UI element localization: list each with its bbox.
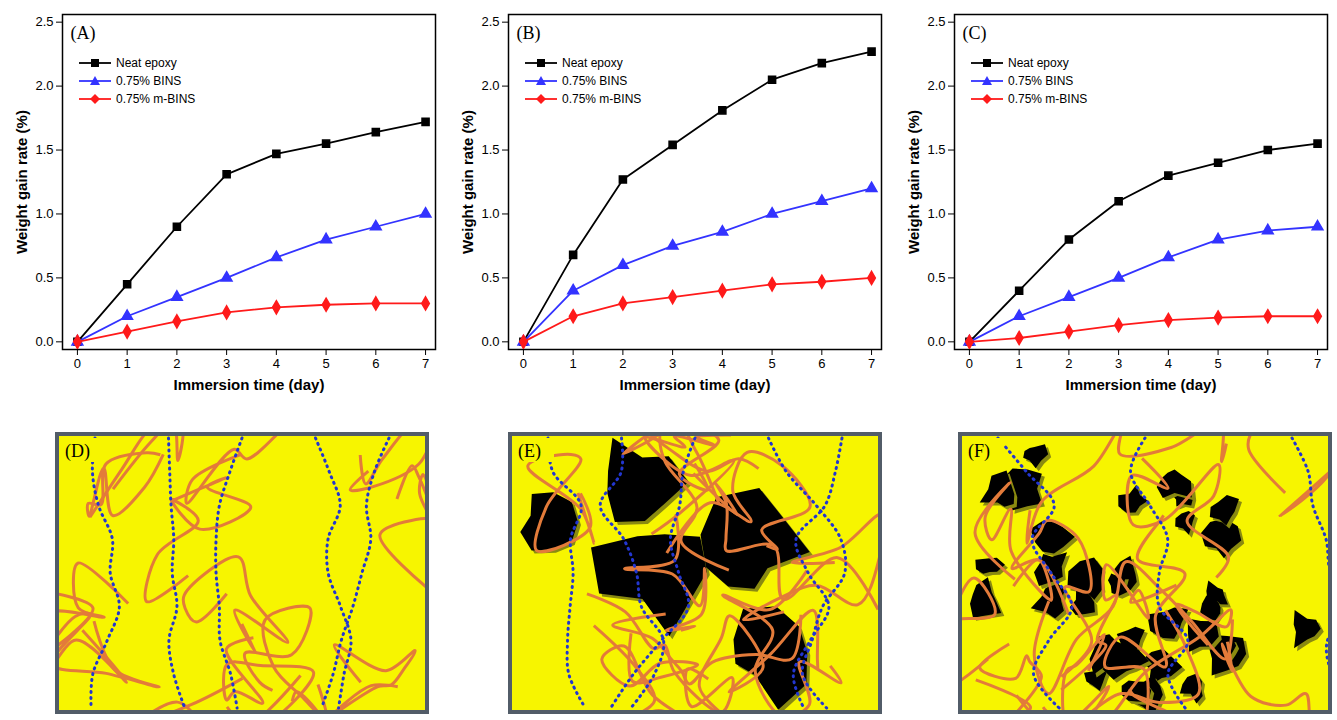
- svg-text:0.5: 0.5: [481, 270, 499, 285]
- svg-text:0: 0: [520, 356, 527, 371]
- svg-text:1: 1: [570, 356, 577, 371]
- html-text:Neat epoxy: Neat epoxy: [562, 56, 623, 70]
- svg-text:0.5: 0.5: [927, 270, 945, 285]
- html-text:0.75% m-BINS: 0.75% m-BINS: [562, 92, 642, 106]
- svg-text:0: 0: [966, 356, 973, 371]
- svg-text:1: 1: [124, 356, 131, 371]
- html-text:0.75% BINS: 0.75% BINS: [1008, 74, 1074, 88]
- svg-text:2: 2: [619, 356, 626, 371]
- svg-text:6: 6: [818, 356, 825, 371]
- svg-text:1.5: 1.5: [35, 142, 53, 157]
- svg-text:0.5: 0.5: [35, 270, 53, 285]
- svg-text:Weight gain rate (%): Weight gain rate (%): [13, 110, 30, 254]
- svg-text:1: 1: [1016, 356, 1023, 371]
- svg-text:2.5: 2.5: [481, 14, 499, 29]
- html-text:Neat epoxy: Neat epoxy: [1008, 56, 1069, 70]
- svg-text:(E): (E): [518, 441, 541, 462]
- svg-text:Immersion time (day): Immersion time (day): [620, 376, 771, 393]
- svg-text:Immersion time (day): Immersion time (day): [174, 376, 325, 393]
- svg-text:0.0: 0.0: [927, 334, 945, 349]
- svg-text:2.0: 2.0: [481, 78, 499, 93]
- svg-text:Weight gain rate (%): Weight gain rate (%): [905, 110, 922, 254]
- svg-text:3: 3: [669, 356, 676, 371]
- html-text:0.75% m-BINS: 0.75% m-BINS: [1008, 92, 1088, 106]
- svg-text:0.0: 0.0: [35, 334, 53, 349]
- html-text:Neat epoxy: Neat epoxy: [116, 56, 177, 70]
- svg-text:(B): (B): [517, 23, 541, 44]
- svg-text:2.5: 2.5: [927, 14, 945, 29]
- svg-text:0: 0: [74, 356, 81, 371]
- svg-text:2.0: 2.0: [927, 78, 945, 93]
- svg-text:5: 5: [1214, 356, 1221, 371]
- svg-text:(D): (D): [65, 441, 90, 462]
- svg-text:6: 6: [372, 356, 379, 371]
- svg-text:1.5: 1.5: [927, 142, 945, 157]
- svg-text:6: 6: [1264, 356, 1271, 371]
- svg-text:4: 4: [719, 356, 726, 371]
- svg-text:0.0: 0.0: [481, 334, 499, 349]
- svg-text:(F): (F): [968, 441, 990, 462]
- svg-text:1.5: 1.5: [481, 142, 499, 157]
- svg-text:3: 3: [1115, 356, 1122, 371]
- svg-text:(A): (A): [71, 23, 96, 44]
- svg-text:7: 7: [1314, 356, 1321, 371]
- svg-text:3: 3: [223, 356, 230, 371]
- svg-text:2.0: 2.0: [35, 78, 53, 93]
- svg-text:2: 2: [1065, 356, 1072, 371]
- svg-text:2.5: 2.5: [35, 14, 53, 29]
- svg-text:Immersion time (day): Immersion time (day): [1066, 376, 1217, 393]
- html-text:0.75% BINS: 0.75% BINS: [116, 74, 182, 88]
- svg-text:7: 7: [868, 356, 875, 371]
- svg-text:4: 4: [1165, 356, 1172, 371]
- svg-text:1.0: 1.0: [35, 206, 53, 221]
- html-text:0.75% BINS: 0.75% BINS: [562, 74, 628, 88]
- svg-text:Weight gain rate (%): Weight gain rate (%): [459, 110, 476, 254]
- svg-text:1.0: 1.0: [481, 206, 499, 221]
- svg-text:4: 4: [273, 356, 280, 371]
- svg-text:5: 5: [768, 356, 775, 371]
- svg-text:1.0: 1.0: [927, 206, 945, 221]
- svg-text:2: 2: [173, 356, 180, 371]
- svg-text:5: 5: [322, 356, 329, 371]
- svg-text:7: 7: [422, 356, 429, 371]
- html-text:0.75% m-BINS: 0.75% m-BINS: [116, 92, 196, 106]
- svg-text:(C): (C): [963, 23, 987, 44]
